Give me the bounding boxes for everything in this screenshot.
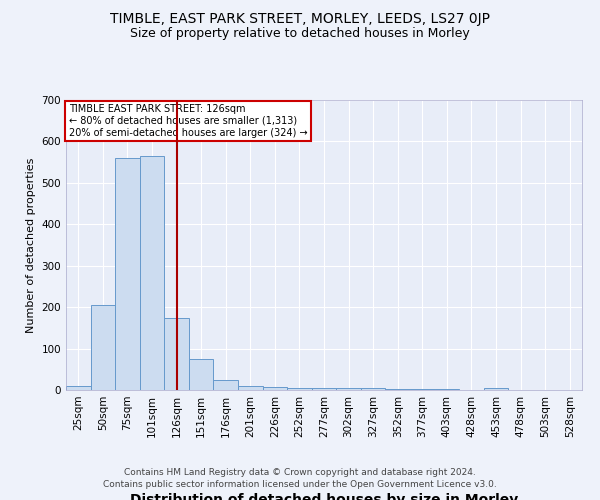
Bar [336, 388, 361, 390]
X-axis label: Distribution of detached houses by size in Morley: Distribution of detached houses by size … [130, 492, 518, 500]
Bar [140, 156, 164, 390]
Text: TIMBLE, EAST PARK STREET, MORLEY, LEEDS, LS27 0JP: TIMBLE, EAST PARK STREET, MORLEY, LEEDS,… [110, 12, 490, 26]
Bar [385, 389, 410, 390]
Bar [434, 389, 459, 390]
Bar [91, 305, 115, 390]
Bar [287, 388, 312, 390]
Bar [484, 388, 508, 390]
Text: Contains HM Land Registry data © Crown copyright and database right 2024.
Contai: Contains HM Land Registry data © Crown c… [103, 468, 497, 489]
Bar [410, 389, 434, 390]
Bar [312, 388, 336, 390]
Bar [115, 158, 140, 390]
Bar [238, 386, 263, 390]
Bar [164, 318, 189, 390]
Bar [66, 386, 91, 390]
Text: Size of property relative to detached houses in Morley: Size of property relative to detached ho… [130, 28, 470, 40]
Bar [214, 380, 238, 390]
Bar [263, 387, 287, 390]
Bar [361, 388, 385, 390]
Y-axis label: Number of detached properties: Number of detached properties [26, 158, 36, 332]
Bar [189, 359, 214, 390]
Text: TIMBLE EAST PARK STREET: 126sqm
← 80% of detached houses are smaller (1,313)
20%: TIMBLE EAST PARK STREET: 126sqm ← 80% of… [68, 104, 307, 138]
